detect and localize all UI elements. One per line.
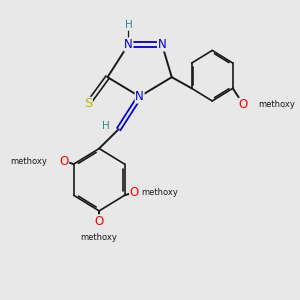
- Text: N: N: [124, 38, 133, 51]
- Text: S: S: [84, 98, 92, 110]
- Text: methoxy: methoxy: [10, 157, 46, 166]
- Text: O: O: [94, 215, 104, 228]
- Text: O: O: [130, 186, 139, 199]
- Text: methoxy: methoxy: [258, 100, 295, 109]
- Text: N: N: [135, 90, 144, 103]
- Text: methoxy: methoxy: [81, 233, 118, 242]
- Text: N: N: [158, 38, 166, 51]
- Text: H: H: [102, 121, 110, 131]
- Text: methoxy: methoxy: [141, 188, 178, 197]
- Text: O: O: [239, 98, 248, 111]
- Text: O: O: [59, 154, 69, 168]
- Text: H: H: [124, 20, 132, 30]
